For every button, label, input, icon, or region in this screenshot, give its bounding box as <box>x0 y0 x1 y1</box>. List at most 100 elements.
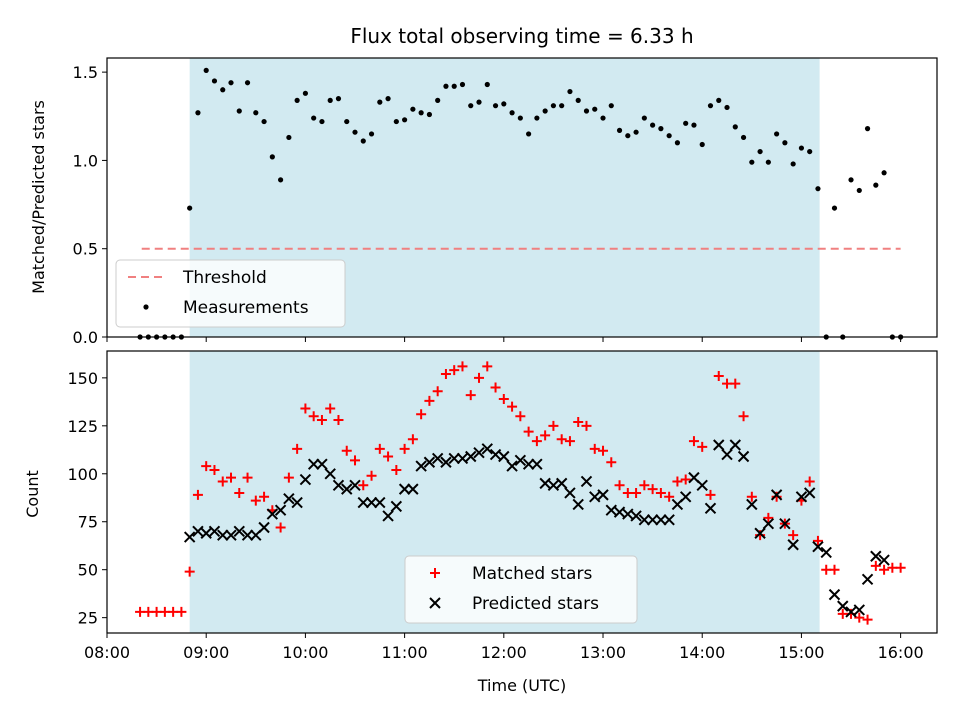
data-point <box>465 450 477 463</box>
data-point <box>481 443 493 455</box>
data-point <box>820 546 832 559</box>
y-tick-label: 1.0 <box>73 151 98 170</box>
data-point <box>217 529 229 541</box>
data-point <box>366 470 377 481</box>
data-point <box>294 97 300 103</box>
x-tick-label: 09:00 <box>183 643 229 662</box>
data-point <box>283 472 294 483</box>
data-point <box>176 606 187 617</box>
data-point <box>457 361 468 372</box>
data-point <box>829 564 840 575</box>
data-point <box>724 104 730 111</box>
data-point <box>509 110 515 116</box>
top-panel: 0.0 0.5 1.0 1.5 Threshold Measurements <box>73 57 938 347</box>
data-point <box>531 436 542 447</box>
x-tick-label: 16:00 <box>878 643 924 662</box>
data-point <box>311 115 317 121</box>
data-point <box>526 131 532 137</box>
data-point <box>220 87 226 93</box>
data-point <box>308 411 319 422</box>
data-point <box>655 514 667 526</box>
legend-swatch <box>429 597 441 609</box>
data-point <box>300 403 311 414</box>
data-point <box>244 80 251 86</box>
y-tick-label: 0.5 <box>73 240 98 259</box>
data-point <box>390 500 403 513</box>
data-point <box>407 483 419 495</box>
data-point <box>335 96 342 102</box>
data-point <box>608 103 614 109</box>
data-point <box>853 604 865 616</box>
data-point <box>729 439 741 451</box>
data-point <box>484 81 490 88</box>
data-point <box>573 416 584 427</box>
data-point <box>688 436 699 447</box>
data-point <box>879 564 890 575</box>
data-point <box>547 479 560 491</box>
data-point <box>765 159 771 165</box>
data-point <box>622 508 634 520</box>
data-point <box>755 530 766 541</box>
data-point <box>522 458 535 470</box>
legend-label: Threshold <box>182 268 267 288</box>
data-point <box>398 483 411 495</box>
y-tick-label: 150 <box>67 369 98 388</box>
data-point <box>234 487 245 498</box>
data-point <box>707 103 714 109</box>
data-point <box>451 83 457 89</box>
data-point <box>779 517 791 530</box>
data-point <box>365 496 378 509</box>
data-point <box>658 126 664 132</box>
data-point <box>672 476 683 487</box>
data-point <box>664 491 675 502</box>
data-point <box>482 361 493 372</box>
data-point <box>253 110 259 116</box>
y-tick-label: 125 <box>67 417 98 436</box>
y-tick-label: 100 <box>67 465 98 484</box>
data-point <box>679 491 692 503</box>
data-point <box>580 475 593 488</box>
data-point <box>399 443 410 454</box>
data-point <box>432 386 443 397</box>
data-point <box>757 148 763 155</box>
data-point <box>548 420 559 431</box>
data-point <box>357 496 369 509</box>
y-tick-label: 0.0 <box>73 328 98 347</box>
data-point <box>539 477 551 490</box>
data-point <box>873 182 879 188</box>
data-point <box>349 479 361 491</box>
data-point <box>410 106 416 112</box>
data-point <box>606 457 617 468</box>
y-tick-label: 25 <box>78 609 98 628</box>
data-point <box>592 106 598 112</box>
data-point <box>236 108 242 114</box>
data-point <box>473 446 485 459</box>
data-point <box>333 415 344 426</box>
data-point <box>374 496 386 509</box>
legend-swatch <box>143 304 149 310</box>
data-point <box>418 110 424 116</box>
data-point <box>327 97 333 103</box>
axes-frame <box>106 350 938 634</box>
data-point <box>798 145 805 151</box>
data-point <box>423 456 436 468</box>
data-point <box>302 90 309 96</box>
legend-label: Predicted stars <box>472 594 599 614</box>
data-point <box>556 434 567 445</box>
legend-swatch <box>430 568 440 578</box>
data-point <box>341 445 352 456</box>
x-tick-label: 13:00 <box>580 643 626 662</box>
y-axis-label-top: Matched/Predicted stars <box>29 100 48 294</box>
data-point <box>459 81 466 88</box>
data-point <box>242 472 253 483</box>
data-point <box>192 489 203 500</box>
data-point <box>631 487 642 498</box>
data-point <box>440 369 451 380</box>
data-point <box>492 103 499 109</box>
data-point <box>283 493 295 505</box>
data-point <box>443 83 449 89</box>
data-point <box>393 118 399 125</box>
data-point <box>812 535 823 546</box>
data-point <box>646 514 659 526</box>
data-point <box>448 452 460 465</box>
